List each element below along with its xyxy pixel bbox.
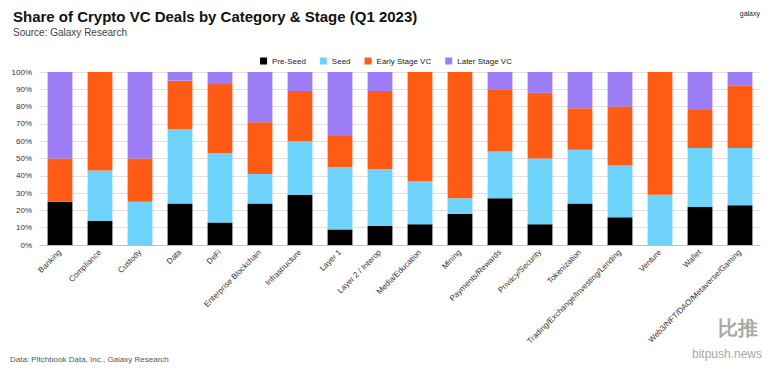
svg-text:60%: 60%: [16, 137, 32, 146]
svg-text:Tokenization: Tokenization: [545, 248, 583, 286]
svg-text:Media/Education: Media/Education: [375, 248, 423, 296]
svg-text:100%: 100%: [12, 68, 32, 77]
svg-text:Banking: Banking: [36, 248, 63, 275]
svg-text:70%: 70%: [16, 119, 32, 128]
svg-text:Data: Data: [165, 247, 184, 266]
svg-text:80%: 80%: [16, 102, 32, 111]
svg-text:Wallet: Wallet: [681, 247, 703, 269]
svg-text:Payments/Rewards: Payments/Rewards: [448, 248, 503, 303]
svg-text:Share of Crypto VC Deals by Ca: Share of Crypto VC Deals by Category & S…: [13, 8, 417, 25]
svg-text:Pre-Seed: Pre-Seed: [272, 57, 306, 66]
svg-text:90%: 90%: [16, 85, 32, 94]
svg-text:Web3/NFT/DAO/Metaverse/Gaming: Web3/NFT/DAO/Metaverse/Gaming: [647, 248, 744, 345]
svg-text:Layer 1: Layer 1: [318, 247, 344, 273]
svg-text:Venture: Venture: [637, 247, 663, 273]
svg-text:Seed: Seed: [332, 57, 351, 66]
svg-text:galaxy: galaxy: [740, 10, 761, 18]
svg-text:Source: Galaxy Research: Source: Galaxy Research: [13, 27, 127, 38]
svg-text:40%: 40%: [16, 171, 32, 180]
svg-text:20%: 20%: [16, 206, 32, 215]
svg-text:DeFi: DeFi: [205, 248, 223, 266]
svg-text:Layer 2 / Interop: Layer 2 / Interop: [335, 247, 384, 296]
svg-text:Infrastructure: Infrastructure: [264, 247, 304, 287]
svg-text:Enterprise Blockchain: Enterprise Blockchain: [202, 248, 263, 309]
svg-text:Compliance: Compliance: [67, 247, 104, 284]
svg-text:Trading/Exchange/Investing/Len: Trading/Exchange/Investing/Lending: [525, 248, 623, 346]
svg-text:Privacy/Security: Privacy/Security: [496, 248, 543, 295]
svg-text:Data: Pitchbook Data, Inc., Ga: Data: Pitchbook Data, Inc., Galaxy Resea…: [10, 355, 169, 364]
svg-text:Custody: Custody: [116, 248, 143, 275]
svg-text:bitpush.news: bitpush.news: [692, 347, 762, 361]
svg-text:10%: 10%: [16, 223, 32, 232]
svg-text:Early Stage VC: Early Stage VC: [377, 57, 432, 66]
svg-text:0%: 0%: [20, 241, 32, 250]
svg-text:30%: 30%: [16, 189, 32, 198]
svg-text:Mining: Mining: [440, 248, 463, 271]
svg-text:50%: 50%: [16, 154, 32, 163]
svg-text:比推: 比推: [718, 317, 758, 339]
svg-text:Later Stage VC: Later Stage VC: [457, 57, 512, 66]
